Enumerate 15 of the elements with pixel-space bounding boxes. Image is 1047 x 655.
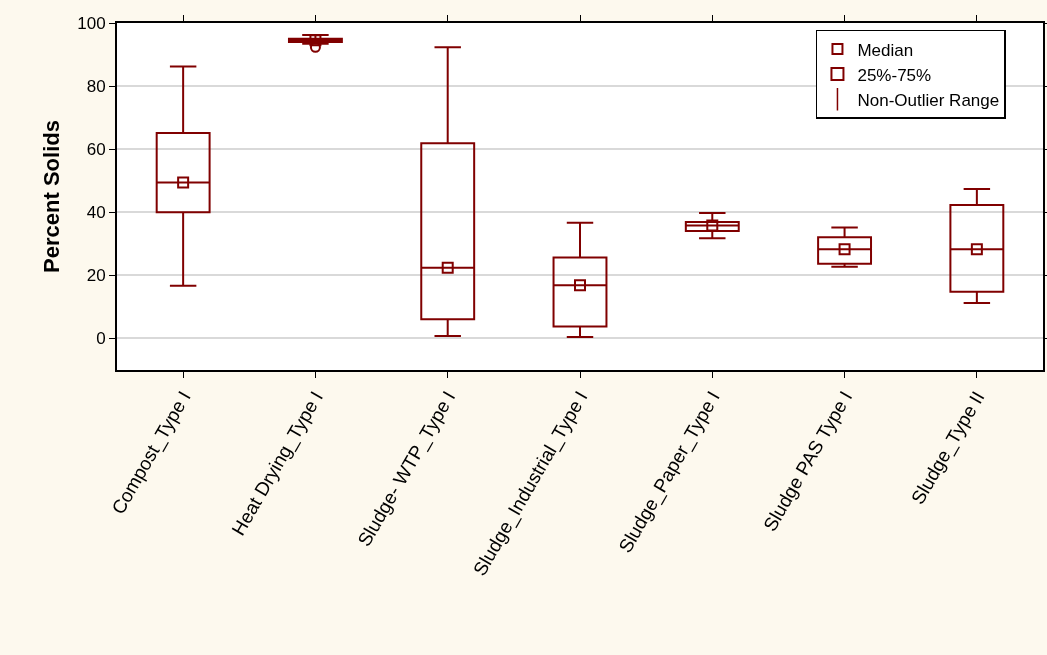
- point: [177, 176, 190, 189]
- point: [574, 279, 586, 292]
- y-tick-label: 100: [77, 13, 106, 33]
- point: [970, 243, 983, 256]
- point: [838, 243, 851, 256]
- legend-label: 25%-75%: [857, 65, 932, 85]
- y-axis-title: Percent Solids: [38, 120, 64, 273]
- annotation: Non-Outlier Range: [857, 90, 1000, 110]
- y-tick-label: 20: [86, 266, 106, 286]
- y-tick-label: 40: [86, 203, 106, 223]
- point: [441, 261, 454, 274]
- y-tick-label: 80: [86, 77, 106, 97]
- legend-label: Median: [857, 40, 914, 60]
- y-tick-label: 0: [96, 329, 106, 349]
- y-tick-label: 60: [86, 140, 106, 160]
